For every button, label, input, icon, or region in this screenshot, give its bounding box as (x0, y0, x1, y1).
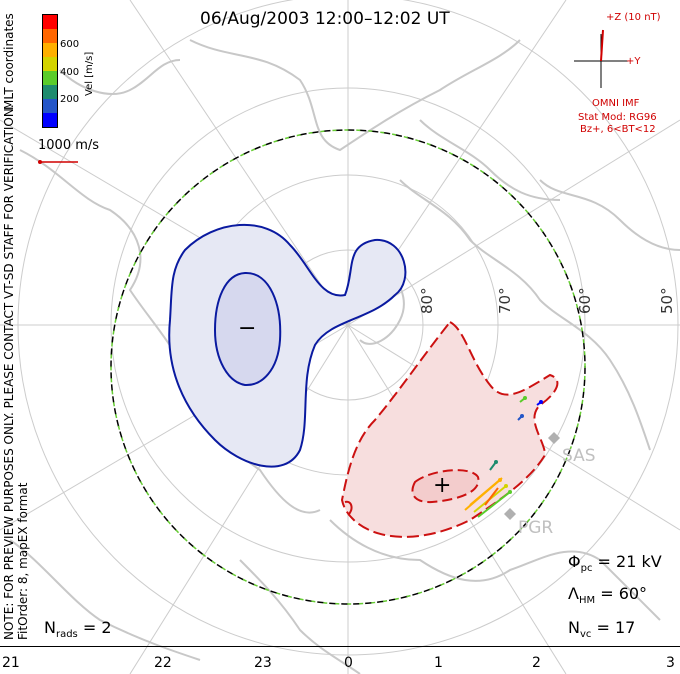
side-notes: NOTE: FOR PREVIEW PURPOSES ONLY. PLEASE … (2, 104, 30, 640)
velocity-colorbar (42, 14, 58, 128)
mlt-label-22: 22 (154, 655, 172, 671)
vector-scale-label: 1000 m/s (38, 138, 100, 153)
potential-max-marker: + (433, 473, 452, 498)
velocity-vectors (464, 397, 542, 518)
mlt-label-1: 1 (434, 655, 443, 671)
preview-note: NOTE: FOR PREVIEW PURPOSES ONLY. PLEASE … (2, 104, 16, 640)
bottom-axis-line (0, 646, 680, 647)
imf-source: OMNI IMF (592, 98, 640, 109)
radar-label-pgr: PGR (518, 518, 554, 538)
stat-cross-polar-potential: Φpc = 21 kV (568, 552, 662, 575)
pgr-radar-marker (504, 508, 516, 520)
lat-label-80: 80° (418, 287, 436, 314)
stat-hm-latitude: ΛHM = 60° (568, 584, 648, 607)
imf-model: Stat Mod: RG96 (578, 112, 657, 123)
positive-cell-outer (340, 320, 559, 538)
fitorder-note: FitOrder: 8, mapEX format (16, 482, 30, 640)
stat-num-vectors: Nvc = 17 (568, 618, 636, 641)
colorbar-tick-200: 200 (60, 94, 80, 105)
imf-y-label: +Y (626, 56, 641, 67)
stat-num-radars: Nrads = 2 (44, 618, 112, 641)
positive-cell-inner (411, 469, 480, 504)
mlt-label-3: 3 (666, 655, 675, 671)
colorbar-label: Vel [m/s] (84, 51, 95, 96)
lat-label-70: 70° (496, 287, 514, 314)
mlt-label-23: 23 (254, 655, 272, 671)
mlt-label-0: 0 (344, 655, 353, 671)
potential-min-marker: − (238, 316, 257, 341)
negative-cell-inner (213, 271, 282, 387)
hm-boundary-green (110, 129, 586, 605)
radar-label-sas: SAS (562, 446, 596, 466)
lat-label-50: 50° (658, 287, 676, 314)
vector-origins (494, 396, 543, 494)
map-title: 06/Aug/2003 12:00–12:02 UT (200, 9, 450, 29)
imf-z-label: +Z (10 nT) (606, 12, 661, 23)
coastlines (9, 39, 680, 674)
colorbar-tick-600: 600 (60, 39, 80, 50)
colorbar-tick-400: 400 (60, 67, 80, 78)
lat-label-60: 60° (576, 287, 594, 314)
vector-scale-bar (38, 160, 78, 164)
small-contour (344, 500, 353, 516)
mlt-label-21: 21 (2, 655, 20, 671)
sas-radar-marker (548, 432, 560, 444)
imf-dial (574, 29, 628, 88)
mlt-label-2: 2 (532, 655, 541, 671)
coordinates-label: MLT coordinates (2, 13, 16, 110)
imf-condition: Bz+, 6<BT<12 (580, 124, 656, 135)
